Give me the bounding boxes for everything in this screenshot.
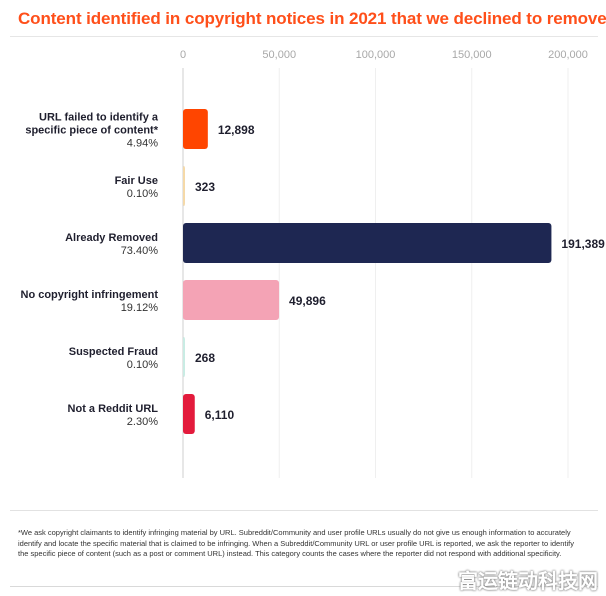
title-divider bbox=[10, 36, 598, 37]
bar bbox=[183, 337, 185, 377]
bar bbox=[183, 166, 185, 206]
category-label: No copyright infringement bbox=[21, 289, 159, 301]
value-label: 6,110 bbox=[205, 408, 235, 422]
bottom-divider bbox=[10, 586, 598, 587]
value-label: 12,898 bbox=[218, 123, 255, 137]
percent-label: 2.30% bbox=[127, 416, 158, 428]
percent-label: 0.10% bbox=[127, 359, 158, 371]
bar bbox=[183, 223, 552, 263]
category-label: Not a Reddit URL bbox=[68, 403, 159, 415]
footnote-divider bbox=[10, 510, 598, 511]
x-tick-label: 100,000 bbox=[356, 49, 396, 61]
category-label: Suspected Fraud bbox=[69, 346, 158, 358]
x-tick-label: 150,000 bbox=[452, 49, 492, 61]
x-tick-label: 0 bbox=[180, 49, 186, 61]
bar bbox=[183, 280, 280, 320]
category-label: Fair Use bbox=[115, 175, 158, 187]
percent-label: 73.40% bbox=[121, 245, 159, 257]
x-tick-label: 50,000 bbox=[262, 49, 296, 61]
chart-title: Content identified in copyright notices … bbox=[18, 9, 606, 28]
category-label: specific piece of content* bbox=[25, 125, 158, 137]
value-label: 323 bbox=[195, 180, 215, 194]
value-label: 268 bbox=[195, 351, 215, 365]
percent-label: 4.94% bbox=[127, 138, 158, 150]
value-label: 191,389 bbox=[561, 237, 605, 251]
watermark: 富运链动科技网 bbox=[458, 569, 598, 593]
category-label: URL failed to identify a bbox=[39, 112, 159, 124]
percent-label: 0.10% bbox=[127, 188, 158, 200]
footnote: *We ask copyright claimants to identify … bbox=[18, 528, 574, 558]
percent-label: 19.12% bbox=[121, 302, 159, 314]
bar bbox=[183, 109, 208, 149]
bar bbox=[183, 394, 195, 434]
bar-chart: 0 50,000 100,000 150,000 200,000 12,898 URL fa… bbox=[21, 49, 605, 478]
value-label: 49,896 bbox=[289, 294, 326, 308]
x-tick-label: 200,000 bbox=[548, 49, 588, 61]
category-label: Already Removed bbox=[65, 232, 158, 244]
